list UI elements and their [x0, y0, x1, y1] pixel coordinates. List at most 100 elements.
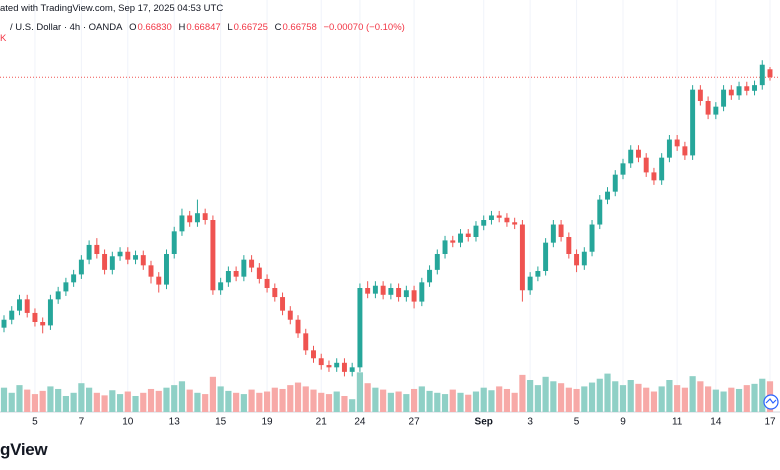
volume-bar	[155, 390, 162, 412]
candle-body	[535, 271, 541, 277]
candle-body	[635, 149, 641, 158]
x-tick-label: 17	[764, 417, 776, 428]
candle-body	[496, 215, 502, 218]
symbol: / U.S. Dollar · 4h · OANDA	[10, 22, 123, 33]
candle-body	[326, 365, 332, 368]
volume-bar	[16, 385, 23, 412]
volume-bar	[93, 392, 100, 412]
volume-bar	[697, 381, 704, 412]
candle-body	[605, 191, 610, 200]
volume-bar	[581, 386, 588, 412]
volume-bar	[681, 387, 688, 412]
candle-body	[318, 358, 324, 366]
logo-glyph	[765, 398, 777, 404]
candle-body	[117, 251, 123, 257]
volume-bar	[743, 385, 750, 412]
volume-bar	[39, 390, 46, 412]
candle-body	[241, 259, 247, 277]
volume-bar	[47, 386, 54, 412]
volume-bar	[233, 392, 240, 412]
candle-body	[109, 256, 115, 270]
candle-body	[550, 224, 556, 243]
volume-bar	[674, 385, 681, 412]
volume-bar	[364, 383, 371, 412]
candle-body	[403, 290, 409, 298]
volume-bar	[596, 378, 603, 412]
candle-body	[249, 259, 255, 268]
candle-body	[744, 86, 750, 91]
volume-bar	[519, 374, 526, 412]
volume-bar	[202, 394, 209, 412]
candle-body	[365, 288, 371, 294]
volume-bar	[109, 390, 116, 412]
volume-bar	[55, 388, 62, 412]
candle-body	[341, 362, 347, 372]
volume-bar	[612, 381, 619, 412]
candle-body	[442, 240, 448, 254]
volume-bar	[86, 387, 93, 412]
candle-body	[202, 213, 208, 220]
candle-body	[434, 254, 440, 270]
volume-bar	[550, 381, 557, 412]
volume-bar	[163, 387, 170, 412]
volume-bar	[449, 389, 456, 412]
volume-bar	[341, 396, 348, 412]
volume-bar	[604, 373, 611, 412]
candle-body	[102, 254, 108, 270]
candle-body	[287, 310, 293, 320]
volume-bar	[557, 383, 565, 412]
ohlc-value: 0.66830	[137, 22, 172, 33]
volume-bar	[263, 391, 271, 412]
snapshot-title: ated with TradingView.com, Sep 17, 2025 …	[0, 3, 224, 14]
volume-bar	[712, 389, 719, 412]
ohlc-value: 0.66725	[233, 22, 268, 33]
candle-body	[504, 217, 510, 223]
candle-body	[86, 244, 92, 260]
candle-body	[148, 265, 154, 277]
volume-bar	[62, 396, 69, 412]
candle-body	[721, 89, 727, 107]
volume-bar	[147, 388, 155, 412]
candle-body	[674, 139, 680, 147]
volume-bar	[279, 388, 286, 412]
volume-bar	[751, 383, 758, 412]
volume-bar	[534, 385, 541, 412]
candle-body	[450, 240, 456, 243]
volume-bar	[650, 391, 658, 412]
volume-bar	[573, 388, 580, 412]
volume-bar	[178, 381, 186, 412]
candle-body	[705, 101, 711, 115]
candle-body	[233, 271, 239, 277]
volume-bar	[472, 391, 480, 412]
x-tick-label: 15	[215, 417, 227, 428]
candle-body	[767, 69, 773, 78]
volume-bar	[643, 387, 650, 412]
candle-body	[256, 267, 262, 279]
volume-bar	[735, 388, 743, 412]
volume-bar	[542, 376, 549, 412]
candle-body	[372, 285, 378, 294]
candle-body	[264, 278, 270, 288]
candle-body	[32, 312, 38, 322]
candle-body	[388, 288, 394, 295]
candle-body	[156, 276, 162, 285]
candle-body	[380, 285, 386, 295]
volume-bar	[78, 383, 85, 412]
x-tick-label: 24	[354, 417, 366, 428]
candle-body	[481, 220, 487, 226]
candle-body	[519, 224, 525, 291]
volume-bar	[426, 390, 433, 412]
candle-body	[218, 282, 224, 291]
volume-bar	[565, 387, 572, 412]
candle-body	[125, 251, 131, 260]
volume-bar	[318, 392, 325, 412]
candle-body	[465, 233, 471, 237]
candle-body	[16, 299, 22, 311]
candle-body	[63, 282, 69, 292]
candle-body	[473, 225, 479, 237]
volume-bar	[380, 389, 387, 412]
volume-bar	[356, 372, 364, 412]
candle-body	[666, 139, 672, 158]
volume-bar	[225, 390, 232, 412]
volume-bar	[124, 391, 131, 412]
